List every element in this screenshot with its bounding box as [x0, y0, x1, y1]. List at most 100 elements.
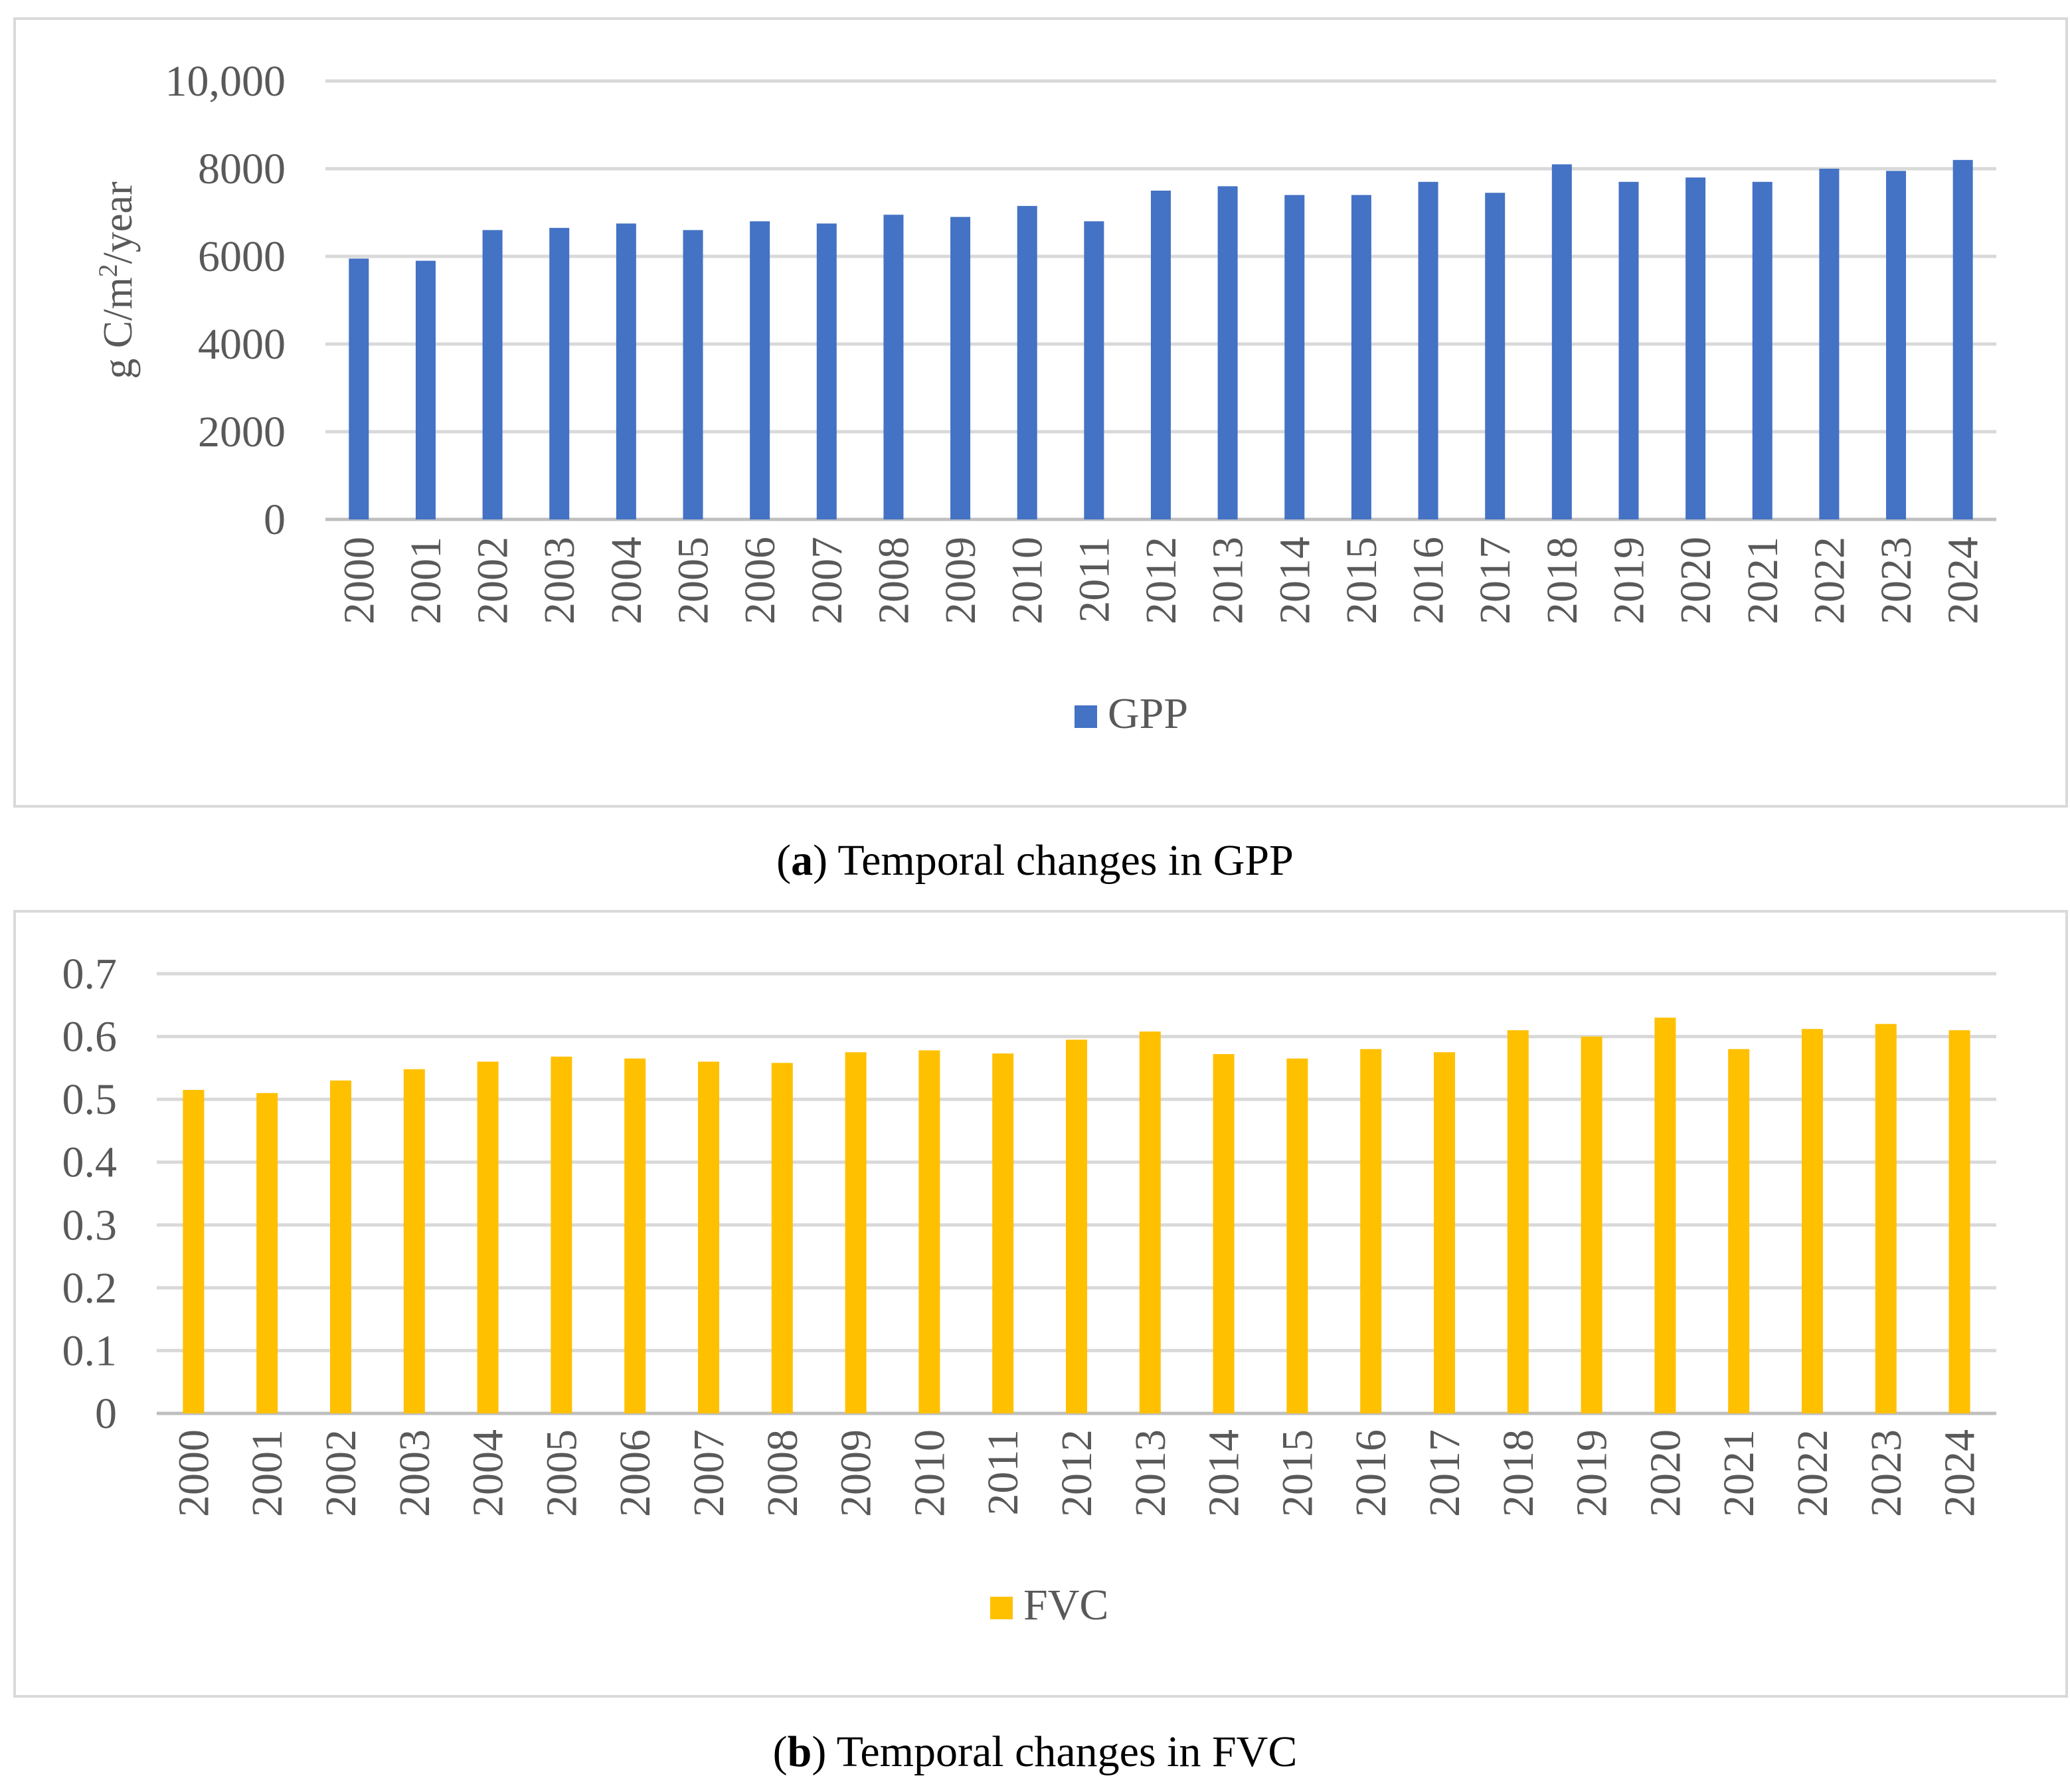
fvc-xtick-label: 2020: [1641, 1429, 1689, 1517]
gpp-ytick-label: 6000: [198, 232, 286, 281]
gpp-xtick-label: 2014: [1270, 537, 1319, 624]
gpp-bar-2002: [482, 230, 503, 519]
gpp-bar-2015: [1351, 195, 1371, 519]
fvc-bar-2019: [1581, 1036, 1602, 1413]
fvc-bar-2001: [256, 1093, 278, 1413]
fvc-bar-2020: [1654, 1018, 1676, 1413]
gpp-yaxis-title-tail: /year: [96, 181, 141, 264]
gpp-bar-2009: [950, 217, 971, 519]
gpp-ytick-label: 2000: [198, 408, 286, 456]
fvc-xtick-label: 2004: [464, 1429, 513, 1517]
fvc-xtick-label: 2015: [1273, 1429, 1322, 1517]
fvc-xtick-label: 2019: [1568, 1429, 1616, 1517]
caption-fvc-label: b: [787, 1728, 812, 1776]
fvc-xtick-label: 2006: [611, 1429, 659, 1517]
gpp-xtick-label: 2023: [1872, 537, 1921, 624]
gpp-ytick-label: 8000: [198, 145, 286, 193]
fvc-xtick-label: 2011: [979, 1429, 1027, 1516]
gpp-xtick-label: 2021: [1739, 537, 1787, 624]
fvc-xtick-label: 2000: [169, 1429, 218, 1517]
caption-gpp-label: a: [791, 836, 814, 885]
gpp-xtick-label: 2022: [1805, 537, 1854, 624]
gpp-bar-2018: [1551, 164, 1572, 519]
fvc-ytick-label: 0.5: [62, 1075, 118, 1124]
gpp-legend-swatch: [1075, 705, 1097, 728]
fvc-xtick-label: 2021: [1715, 1429, 1763, 1517]
fvc-bar-2017: [1434, 1052, 1455, 1413]
fvc-xtick-label: 2016: [1347, 1429, 1395, 1517]
fvc-xtick-label: 2005: [537, 1429, 586, 1517]
gpp-xtick-label: 2019: [1604, 537, 1653, 624]
fvc-xtick-label: 2024: [1936, 1429, 1984, 1517]
caption-fvc: (b) Temporal changes in FVC: [772, 1728, 1298, 1776]
gpp-bar-2006: [750, 221, 770, 519]
gpp-bar-2012: [1151, 191, 1171, 519]
gpp-bar-2011: [1084, 221, 1104, 519]
fvc-ytick-label: 0.7: [62, 950, 118, 998]
gpp-bar-2013: [1217, 186, 1238, 519]
gpp-xtick-label: 2004: [602, 537, 651, 624]
fvc-ytick-label: 0.4: [62, 1138, 118, 1187]
fvc-bar-2006: [624, 1058, 646, 1413]
gpp-xtick-label: 2020: [1672, 537, 1720, 624]
fvc-bar-2015: [1286, 1058, 1308, 1413]
fvc-bar-2003: [403, 1069, 425, 1413]
gpp-xtick-label: 2000: [335, 537, 383, 624]
gpp-xtick-label: 2002: [469, 537, 517, 624]
gpp-bar-2005: [683, 230, 703, 519]
fvc-ytick-label: 0.3: [62, 1201, 118, 1249]
fvc-ytick-label: 0: [95, 1389, 117, 1438]
fvc-xtick-label: 2010: [905, 1429, 954, 1517]
gpp-xtick-label: 2012: [1137, 537, 1185, 624]
gpp-bar-2014: [1284, 195, 1305, 519]
fvc-bar-2010: [918, 1050, 940, 1413]
gpp-xtick-label: 2003: [535, 537, 584, 624]
gpp-xtick-label: 2010: [1003, 537, 1052, 624]
fvc-xtick-label: 2001: [243, 1429, 292, 1517]
fvc-xtick-label: 2007: [685, 1429, 733, 1517]
fvc-bar-2014: [1213, 1054, 1235, 1413]
gpp-bar-2021: [1752, 181, 1772, 519]
fvc-bar-2023: [1875, 1024, 1897, 1413]
fvc-bar-2021: [1728, 1049, 1750, 1413]
fvc-xtick-label: 2012: [1053, 1429, 1101, 1517]
gpp-bar-2020: [1685, 177, 1706, 519]
gpp-xtick-label: 2024: [1939, 537, 1988, 624]
fvc-bar-2016: [1360, 1049, 1382, 1413]
gpp-xtick-label: 2015: [1337, 537, 1386, 624]
gpp-yaxis-title: g C/m2/year: [93, 181, 141, 379]
fvc-bar-2013: [1139, 1031, 1161, 1413]
gpp-xtick-label: 2007: [803, 537, 851, 624]
gpp-ytick-label: 0: [264, 495, 286, 544]
gpp-bar-2017: [1485, 193, 1506, 519]
gpp-bar-2010: [1017, 206, 1037, 519]
fvc-bar-2002: [330, 1080, 351, 1413]
fvc-xtick-label: 2017: [1421, 1429, 1469, 1517]
fvc-xtick-label: 2008: [758, 1429, 807, 1517]
gpp-bar-2024: [1952, 159, 1973, 520]
fvc-legend-label: FVC: [1023, 1581, 1108, 1629]
gpp-xtick-label: 2005: [669, 537, 718, 624]
fvc-ytick-label: 0.6: [62, 1013, 118, 1061]
caption-fvc-text: Temporal changes in FVC: [836, 1728, 1298, 1776]
gpp-bar-2004: [616, 223, 636, 519]
gpp-xtick-label: 2017: [1471, 537, 1519, 624]
caption-gpp: (a) Temporal changes in GPP: [776, 836, 1294, 885]
fvc-bar-2008: [771, 1063, 793, 1413]
gpp-bar-2003: [549, 228, 570, 519]
fvc-xtick-label: 2009: [832, 1429, 881, 1517]
fvc-xtick-label: 2022: [1788, 1429, 1837, 1517]
gpp-bar-2008: [883, 215, 904, 519]
fvc-bar-2012: [1066, 1039, 1087, 1413]
fvc-bar-2018: [1507, 1030, 1529, 1413]
fvc-ytick-label: 0.1: [62, 1326, 118, 1375]
gpp-xtick-label: 2006: [736, 537, 784, 624]
gpp-xtick-label: 2016: [1405, 537, 1453, 624]
gpp-xtick-label: 2008: [869, 537, 918, 624]
gpp-bar-2022: [1819, 169, 1840, 519]
gpp-bar-2007: [816, 223, 837, 519]
gpp-bar-2023: [1886, 171, 1907, 519]
gpp-xtick-label: 2001: [402, 537, 450, 624]
gpp-yaxis-title-main: g C/m: [96, 277, 141, 379]
